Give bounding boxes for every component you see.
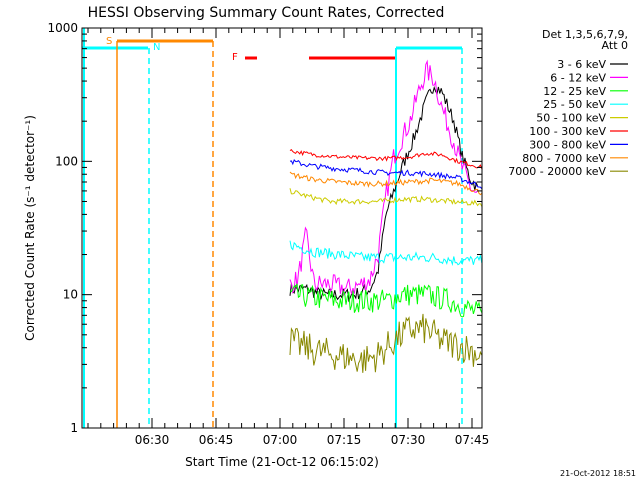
- x-tick-label: 07:15: [327, 433, 362, 447]
- series-line-2: [289, 283, 482, 318]
- legend-label: 3 - 6 keV: [557, 58, 606, 71]
- plot-frame: [81, 27, 483, 429]
- flag-layer: S N F: [82, 28, 463, 428]
- flag-label-n: N: [153, 42, 160, 53]
- x-tick-label: 06:30: [135, 433, 170, 447]
- legend-label: 300 - 800 keV: [529, 138, 606, 151]
- series-line-3: [289, 240, 482, 267]
- x-tick-label: 06:45: [199, 433, 234, 447]
- series-layer: [289, 59, 482, 373]
- series-line-1: [289, 59, 478, 297]
- legend-label: 25 - 50 keV: [543, 98, 606, 111]
- x-tick-label: 07:30: [391, 433, 426, 447]
- x-axis-label: Start Time (21-Oct-12 06:15:02): [185, 455, 379, 469]
- legend-label: 7000 - 20000 keV: [508, 165, 606, 178]
- flag-label-s: S: [106, 36, 112, 47]
- legend-label: 800 - 7000 keV: [522, 152, 606, 165]
- series-line-6: [289, 159, 482, 189]
- legend-header: Att 0: [602, 39, 628, 52]
- y-tick-label: 1000: [47, 21, 78, 35]
- series-line-4: [289, 188, 482, 207]
- series-line-8: [289, 313, 482, 373]
- legend-label: 100 - 300 keV: [529, 125, 606, 138]
- series-line-7: [289, 171, 482, 196]
- legend-label: 50 - 100 keV: [536, 112, 606, 125]
- series-line-0: [289, 85, 479, 303]
- legend-label: 6 - 12 keV: [550, 71, 606, 84]
- timestamp: 21-Oct-2012 18:51: [560, 469, 636, 478]
- flag-label-f: F: [232, 52, 238, 63]
- legend-label: 12 - 25 keV: [543, 85, 606, 98]
- y-tick-label: 100: [55, 154, 78, 168]
- x-tick-label: 07:45: [455, 433, 490, 447]
- y-tick-label: 10: [63, 288, 78, 302]
- chart-title: HESSI Observing Summary Count Rates, Cor…: [88, 5, 445, 21]
- y-axis-label: Corrected Count Rate (s⁻¹ detector⁻¹): [23, 115, 37, 341]
- y-tick-label: 1: [70, 421, 78, 435]
- series-line-5: [289, 149, 482, 169]
- axes: 1 10 100 1000 06:30 06:45 07:00 07:15 07:30 07:45: [47, 21, 489, 447]
- x-tick-label: 07:00: [263, 433, 298, 447]
- legend-header: Det 1,3,5,6,7,9,: [542, 28, 628, 41]
